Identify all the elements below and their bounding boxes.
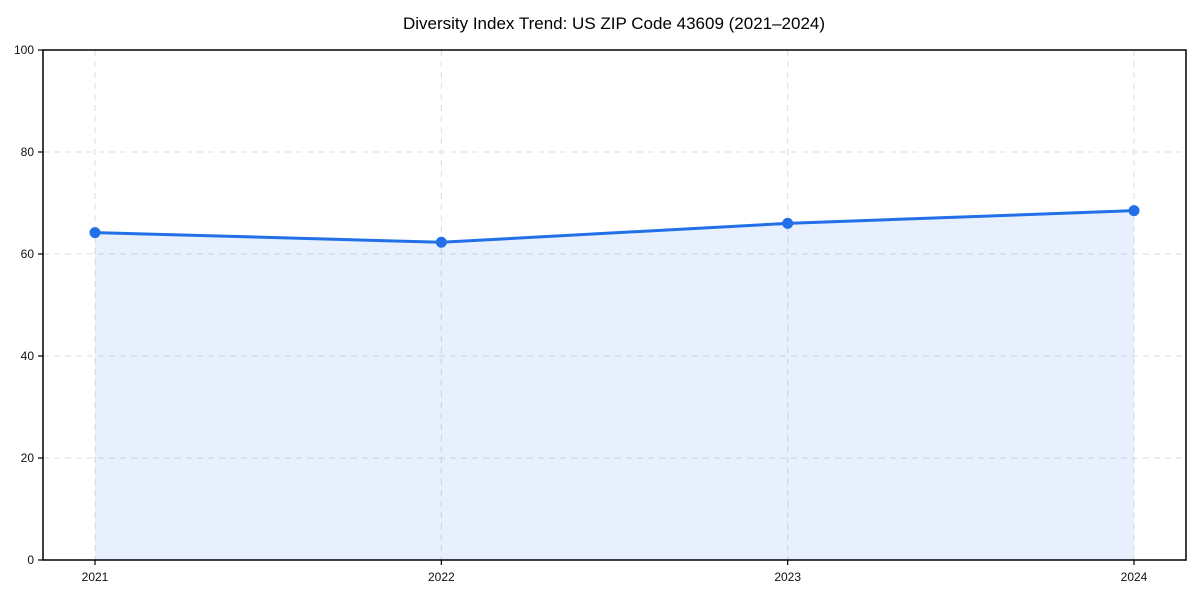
trend-line <box>93 209 1136 244</box>
svg-text:80: 80 <box>21 145 35 159</box>
y-axis-ticks: 0 20 40 60 80 100 <box>14 43 43 567</box>
axes-frame <box>42 49 1187 561</box>
area-fill <box>95 210 1134 560</box>
svg-text:0: 0 <box>27 553 34 567</box>
x-axis-ticks: 2021 2022 2023 2024 <box>82 560 1148 584</box>
chart-title: Diversity Index Trend: US ZIP Code 43609… <box>403 14 825 33</box>
svg-text:2022: 2022 <box>428 570 455 584</box>
svg-text:100: 100 <box>14 43 34 57</box>
svg-text:20: 20 <box>21 451 35 465</box>
svg-text:2024: 2024 <box>1121 570 1148 584</box>
data-point-markers <box>89 205 1140 248</box>
svg-text:2023: 2023 <box>774 570 801 584</box>
svg-text:40: 40 <box>21 349 35 363</box>
gridlines <box>43 50 1186 560</box>
svg-text:60: 60 <box>21 247 35 261</box>
svg-text:2021: 2021 <box>82 570 109 584</box>
